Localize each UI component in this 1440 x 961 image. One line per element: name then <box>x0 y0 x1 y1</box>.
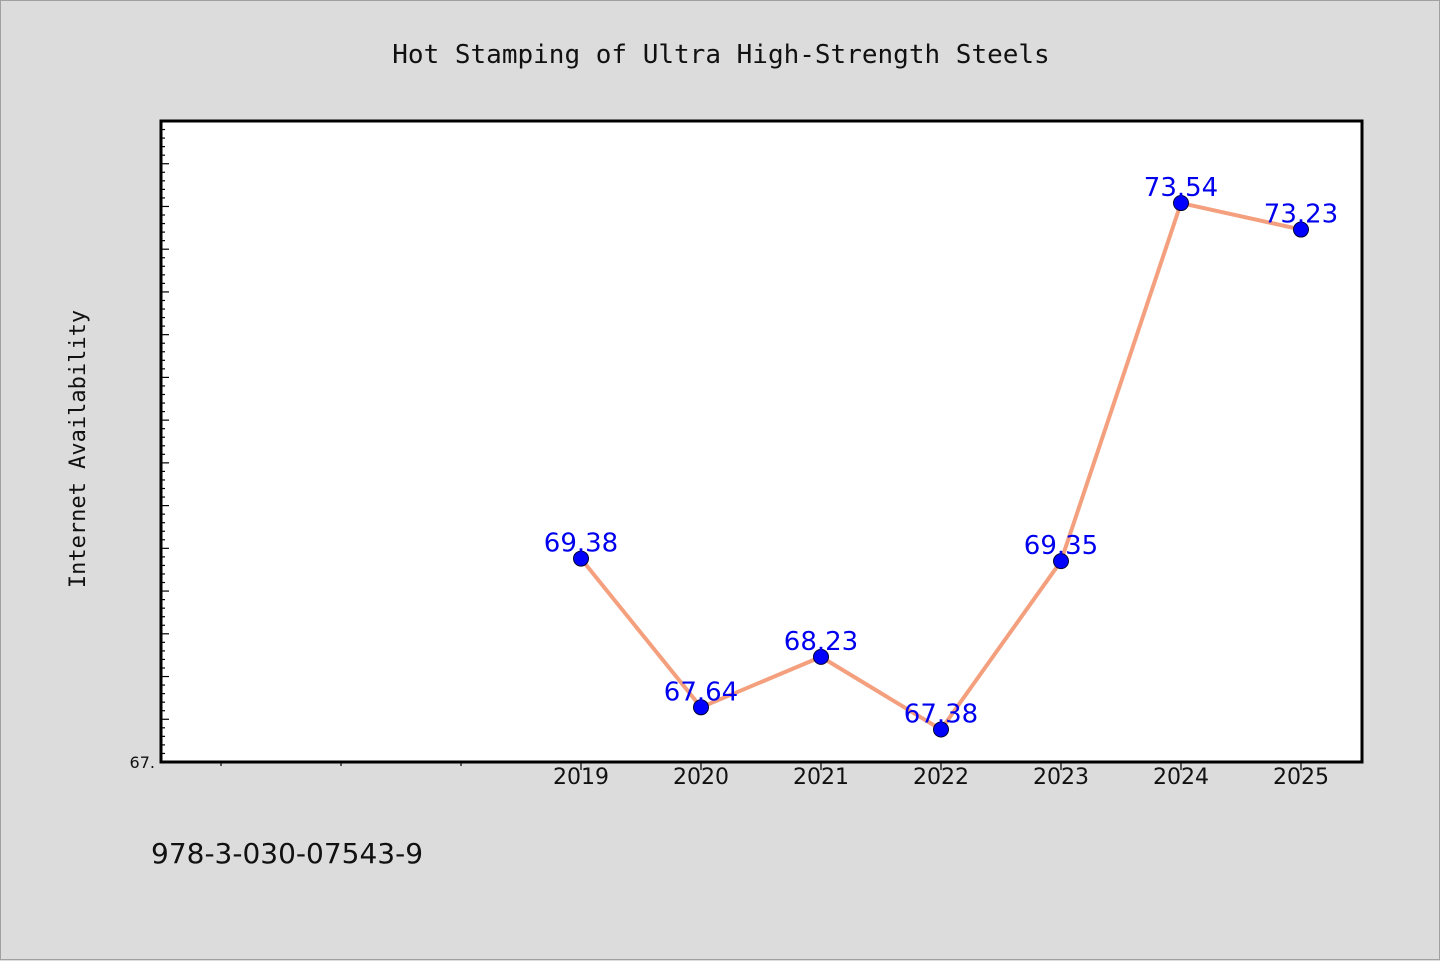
data-label: 73.54 <box>1144 173 1218 203</box>
series-group: 69.38 67.64 68.23 67.38 69.35 73.54 73.23 <box>544 173 1338 738</box>
data-label: 67.38 <box>904 700 978 730</box>
x-tick-label: 2022 <box>913 765 969 790</box>
data-point <box>1293 221 1309 238</box>
x-tick-label: 2021 <box>793 765 849 790</box>
x-tick-label: 2020 <box>673 765 729 790</box>
plot-area <box>159 119 1364 764</box>
data-point <box>1173 195 1189 212</box>
y-axis-label: Internet Availability <box>66 310 91 588</box>
data-point <box>693 699 709 716</box>
isbn-text: 978-3-030-07543-9 <box>151 837 424 870</box>
data-point <box>933 721 949 738</box>
x-tick-label: 2024 <box>1153 765 1209 790</box>
data-label: 68.23 <box>784 627 858 657</box>
axis-ticks: 2019 2020 2021 2022 2023 2024 2025 <box>161 128 1329 790</box>
data-point <box>573 550 589 567</box>
x-tick-label: 2023 <box>1033 765 1089 790</box>
data-label: 69.35 <box>1024 531 1098 561</box>
data-label: 73.23 <box>1264 200 1338 230</box>
x-tick-label: 2025 <box>1273 765 1329 790</box>
data-label: 69.38 <box>544 529 618 559</box>
data-point <box>1053 553 1069 570</box>
y-tick-label: 67. <box>130 753 155 772</box>
data-label: 67.64 <box>664 677 738 707</box>
x-tick-label: 2019 <box>553 765 609 790</box>
chart-title: Hot Stamping of Ultra High-Strength Stee… <box>392 40 1049 70</box>
data-point <box>813 648 829 665</box>
